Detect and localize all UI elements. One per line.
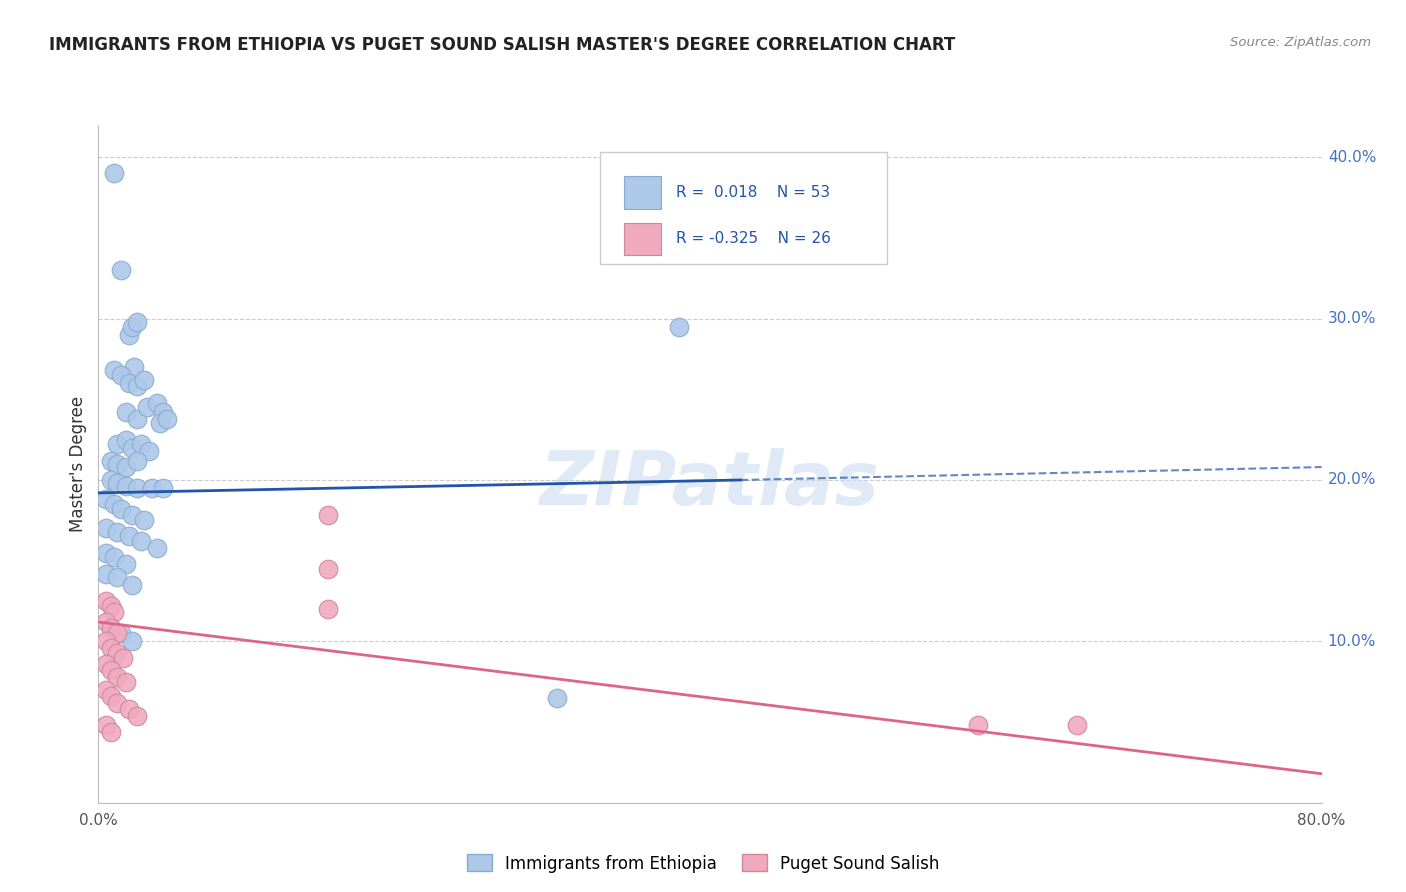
Text: 40.0%: 40.0% xyxy=(1327,150,1376,165)
Point xyxy=(125,708,148,723)
Point xyxy=(100,622,122,636)
Point xyxy=(118,529,141,543)
Point xyxy=(136,401,159,415)
Point xyxy=(125,411,148,425)
Point xyxy=(94,718,117,732)
Point xyxy=(94,546,117,560)
Point xyxy=(100,599,122,613)
Text: R =  0.018    N = 53: R = 0.018 N = 53 xyxy=(676,186,830,200)
Point xyxy=(103,550,125,565)
Text: Source: ZipAtlas.com: Source: ZipAtlas.com xyxy=(1230,36,1371,49)
Point xyxy=(966,718,988,732)
Point xyxy=(100,622,122,636)
Point xyxy=(546,690,568,705)
Point xyxy=(125,453,148,467)
Point xyxy=(152,405,174,419)
Point xyxy=(122,359,145,374)
Point xyxy=(134,513,156,527)
Point xyxy=(149,417,172,431)
Point xyxy=(115,674,138,689)
Point xyxy=(115,557,138,571)
FancyBboxPatch shape xyxy=(600,152,887,264)
Point xyxy=(94,521,117,535)
Point xyxy=(115,433,138,447)
Point xyxy=(100,640,122,655)
Point xyxy=(103,363,125,377)
Point xyxy=(105,670,128,684)
Point xyxy=(94,682,117,697)
Point xyxy=(125,481,148,495)
Point xyxy=(125,379,148,393)
Point xyxy=(118,702,141,716)
Point xyxy=(121,634,143,648)
Point xyxy=(121,578,143,592)
Point xyxy=(668,319,690,334)
Point xyxy=(100,453,122,467)
Point xyxy=(94,657,117,671)
Y-axis label: Master's Degree: Master's Degree xyxy=(69,396,87,532)
Point xyxy=(105,646,128,660)
Point xyxy=(118,327,141,342)
Bar xyxy=(624,177,661,209)
Text: 30.0%: 30.0% xyxy=(1327,311,1376,326)
Point xyxy=(115,460,138,475)
Point xyxy=(1066,718,1088,732)
Point xyxy=(316,508,339,523)
Text: IMMIGRANTS FROM ETHIOPIA VS PUGET SOUND SALISH MASTER'S DEGREE CORRELATION CHART: IMMIGRANTS FROM ETHIOPIA VS PUGET SOUND … xyxy=(49,36,956,54)
Point xyxy=(105,437,128,451)
Point xyxy=(105,524,128,539)
Point xyxy=(100,664,122,678)
Point xyxy=(121,441,143,455)
Point xyxy=(118,376,141,391)
Point xyxy=(121,508,143,523)
Point xyxy=(103,497,125,511)
Point xyxy=(94,566,117,581)
Point xyxy=(110,368,132,382)
Point xyxy=(141,481,163,495)
Point xyxy=(105,457,128,471)
Point xyxy=(316,562,339,576)
Point xyxy=(94,492,117,507)
Text: 10.0%: 10.0% xyxy=(1327,634,1376,648)
Point xyxy=(94,594,117,608)
Point xyxy=(138,444,160,458)
Point xyxy=(145,541,167,555)
Text: R = -0.325    N = 26: R = -0.325 N = 26 xyxy=(676,231,831,246)
Text: 20.0%: 20.0% xyxy=(1327,473,1376,488)
Point xyxy=(105,696,128,710)
Point xyxy=(100,473,122,487)
Point xyxy=(105,626,128,640)
Point xyxy=(129,437,152,451)
Point xyxy=(115,479,138,493)
Point xyxy=(125,315,148,329)
Point xyxy=(134,373,156,387)
Point xyxy=(94,634,117,648)
Text: ZIPatlas: ZIPatlas xyxy=(540,448,880,521)
Legend: Immigrants from Ethiopia, Puget Sound Salish: Immigrants from Ethiopia, Puget Sound Sa… xyxy=(460,847,946,880)
Bar xyxy=(624,222,661,255)
Point xyxy=(129,534,152,549)
Point xyxy=(103,166,125,180)
Point xyxy=(110,263,132,277)
Point xyxy=(316,602,339,616)
Point xyxy=(156,411,179,425)
Point xyxy=(110,626,132,640)
Point xyxy=(105,570,128,584)
Point xyxy=(100,724,122,739)
Point xyxy=(94,615,117,629)
Point xyxy=(115,405,138,419)
Point xyxy=(121,319,143,334)
Point xyxy=(100,690,122,704)
Point xyxy=(105,476,128,491)
Point xyxy=(103,605,125,619)
Point xyxy=(145,395,167,409)
Point xyxy=(111,650,134,665)
Point xyxy=(152,481,174,495)
Point xyxy=(110,502,132,516)
